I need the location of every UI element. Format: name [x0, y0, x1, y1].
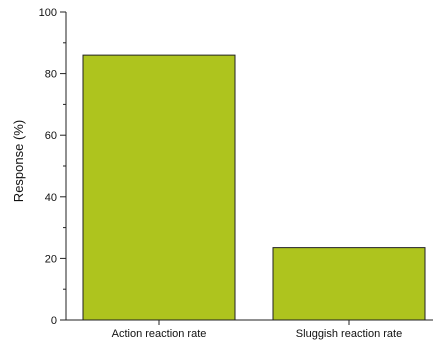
bar-1	[82, 54, 236, 321]
y-tick-label: 80	[45, 69, 57, 81]
x-tick-label: Sluggish reaction rate	[296, 328, 402, 340]
y-tick-label: 0	[51, 315, 57, 327]
y-ticks-group: 0 20 40 60 80 100	[39, 7, 66, 327]
bar-2	[272, 247, 426, 321]
y-axis-title: Response (%)	[11, 120, 26, 202]
x-ticks-group: Action reaction rate Sluggish reaction ra…	[112, 320, 402, 340]
y-tick-label: 100	[39, 7, 57, 19]
x-tick-label: Action reaction rate	[112, 328, 207, 340]
bars-group	[82, 54, 426, 321]
y-tick-label: 20	[45, 253, 57, 265]
y-tick-label: 40	[45, 192, 57, 204]
y-tick-label: 60	[45, 130, 57, 142]
